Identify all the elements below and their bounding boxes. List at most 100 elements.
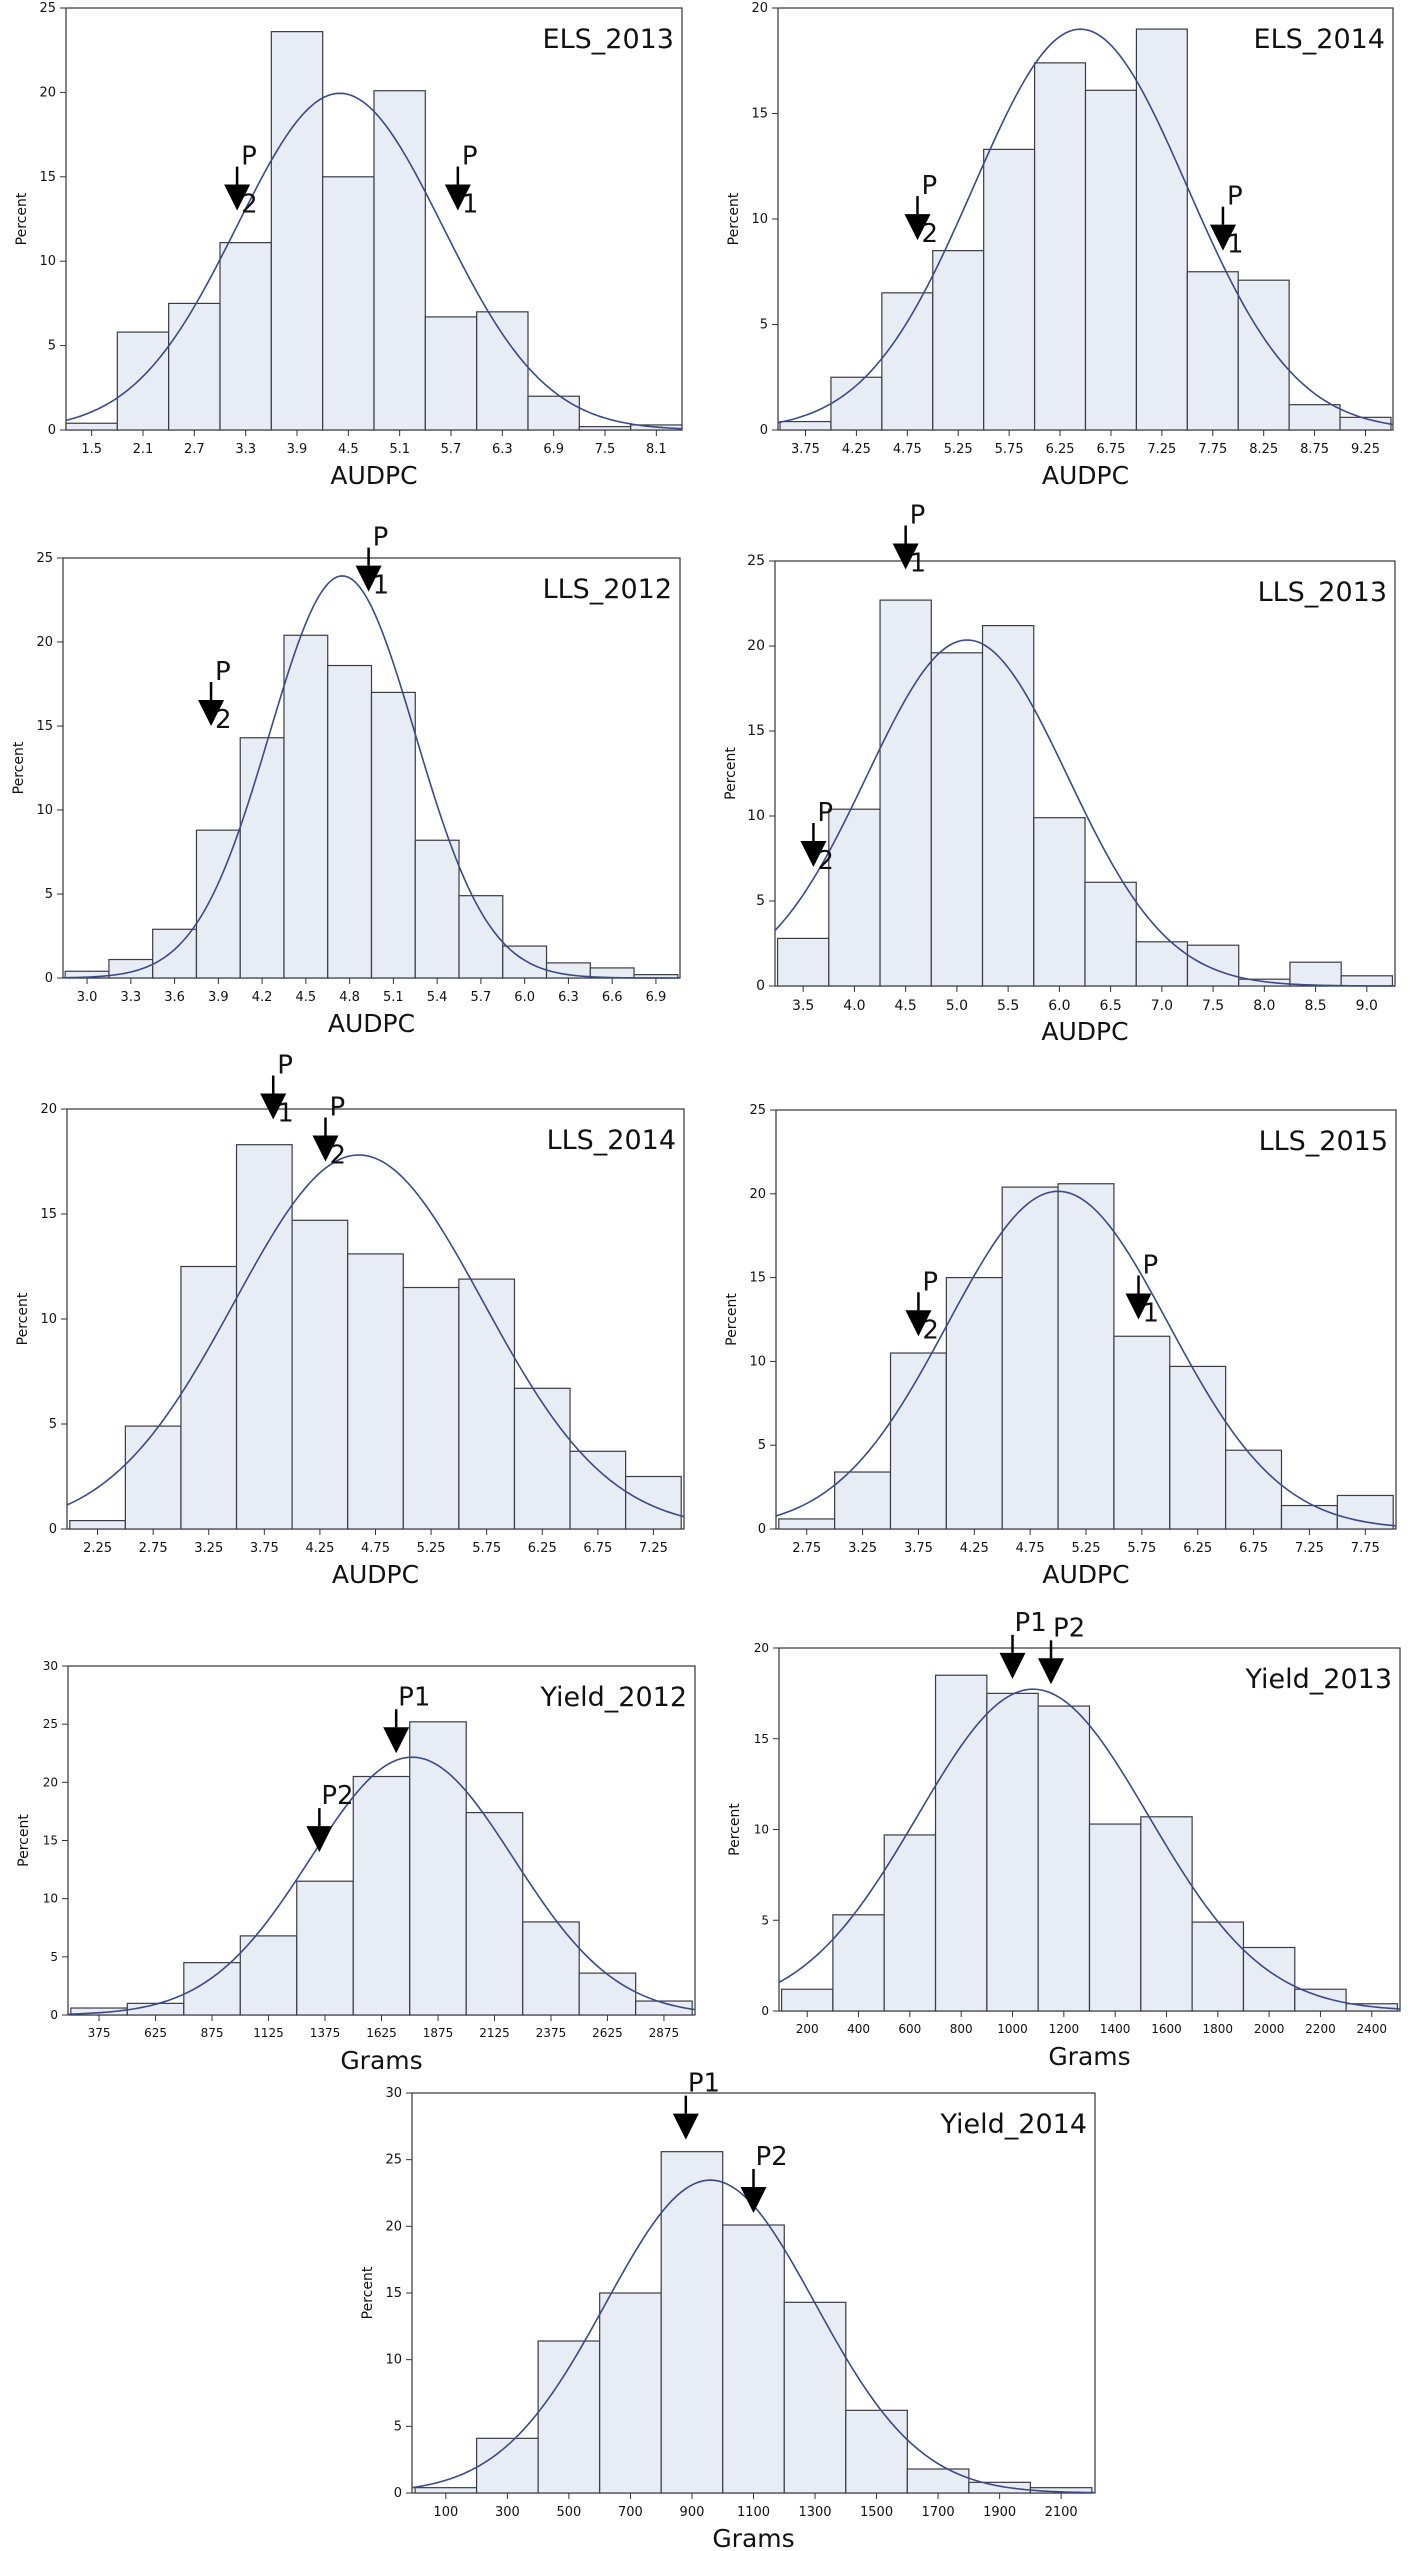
marker-arrow [1125, 1293, 1152, 1320]
x-tick-label: 8.25 [1249, 442, 1278, 457]
histogram-bar [352, 1775, 411, 2016]
y-tick-label: 15 [43, 1834, 58, 1848]
x-tick-label: 1.5 [81, 442, 102, 457]
x-tick-label: 4.5 [895, 998, 917, 1014]
x-tick-label: 1500 [860, 2505, 893, 2520]
x-tick-label: 1800 [1203, 2022, 1234, 2036]
chart-3: 0 5 10 15 20 25 3.0 3.3 3.6 3.9 4.2 4.5 4.8 5.1 5.4 5.7… [11, 523, 681, 1038]
x-tick-label: 3.25 [194, 1541, 223, 1556]
y-tick-label: 15 [747, 723, 765, 739]
marker-arrow [800, 841, 827, 867]
histogram-bar [722, 2224, 785, 2494]
marker-arrow [306, 1826, 333, 1853]
x-tick-label: 8.5 [1304, 998, 1326, 1014]
marker-label: P [1227, 182, 1243, 212]
parent-marker: P2 [306, 1781, 354, 1853]
chart-title: ELS_2014 [1254, 24, 1385, 55]
x-tick-label: 7.25 [1147, 442, 1176, 457]
x-tick-label: 600 [898, 2022, 921, 2036]
histogram-bar [1186, 944, 1240, 987]
y-tick-label: 0 [50, 2008, 58, 2022]
x-tick-label: 500 [556, 2505, 581, 2520]
parent-marker: P1 [999, 1608, 1047, 1679]
y-tick-label: 0 [49, 1522, 57, 1537]
y-axis-label: Percent [727, 1803, 743, 1856]
histogram-bar [1033, 817, 1086, 987]
marker-arrow [444, 184, 471, 211]
marker-label: 1 [1143, 1299, 1160, 1329]
x-tick-label: 8.0 [1253, 998, 1275, 1014]
y-tick-label: 30 [385, 2086, 402, 2101]
histogram-bar [1191, 1921, 1245, 2012]
histogram-bar [1001, 1186, 1059, 1530]
marker-label: P2 [756, 2142, 788, 2172]
parent-marker: P1 [1209, 182, 1244, 260]
chart-7: 0 5 10 15 20 25 30 375 625 875 1125 1375 1625 1875 212… [16, 1659, 696, 2075]
marker-arrow [904, 214, 931, 241]
y-tick-label: 10 [751, 212, 768, 227]
x-tick-label: 2875 [649, 2026, 680, 2040]
normal-curve [774, 639, 1396, 987]
histogram-bar [183, 1962, 241, 2016]
histogram-bar [235, 1144, 293, 1530]
x-tick-label: 5.75 [1127, 1541, 1156, 1556]
y-tick-label: 0 [758, 1522, 766, 1537]
histogram-bar [414, 839, 460, 979]
histogram-bar [296, 1880, 354, 2016]
histogram-bar [327, 664, 373, 979]
y-tick-label: 0 [394, 2486, 402, 2501]
x-tick-label: 6.75 [1239, 1541, 1268, 1556]
histogram-bar [930, 652, 984, 987]
x-tick-label: 900 [680, 2505, 705, 2520]
y-tick-label: 15 [39, 170, 56, 185]
marker-label: P [373, 523, 389, 553]
marker-label: 1 [277, 1099, 294, 1129]
marker-arrow [672, 2113, 699, 2140]
histogram-bar [195, 829, 241, 979]
histogram-bar [1238, 978, 1291, 987]
histogram-bar [465, 1811, 524, 2016]
x-tick-label: 6.25 [1046, 442, 1075, 457]
y-tick-label: 5 [760, 318, 768, 333]
histogram-bar [414, 2487, 478, 2494]
marker-arrow [312, 1135, 339, 1162]
chart-4: 0 5 10 15 20 25 3.5 4.0 4.5 5.0 5.5 6.0 6.5 7.0 7.5 8.0… [723, 501, 1396, 1046]
y-tick-label: 5 [45, 887, 53, 902]
histogram-bar [180, 1265, 238, 1530]
histogram-bar [322, 176, 375, 431]
histogram-bar [1294, 1988, 1347, 2012]
x-tick-label: 5.1 [383, 990, 404, 1005]
histogram-bar [776, 937, 830, 987]
y-tick-label: 20 [751, 1, 768, 16]
x-tick-label: 1625 [366, 2026, 397, 2040]
y-tick-label: 0 [760, 423, 768, 438]
histogram-bar [883, 1834, 937, 2012]
x-tick-label: 1200 [1049, 2022, 1080, 2036]
parent-marker: P1 [892, 501, 927, 579]
x-tick-label: 3.6 [164, 990, 185, 1005]
marker-label: P [215, 657, 231, 687]
y-tick-label: 0 [45, 971, 53, 986]
histogram-bar [1135, 28, 1188, 431]
x-tick-label: 3.5 [792, 998, 814, 1014]
x-axis-label: AUDPC [1041, 1017, 1128, 1046]
histogram-bar [1057, 1183, 1115, 1530]
histogram-bar [424, 316, 478, 431]
histogram-bar [981, 624, 1035, 987]
marker-label: 1 [910, 549, 927, 579]
y-tick-label: 5 [761, 1913, 769, 1927]
x-tick-label: 375 [88, 2026, 111, 2040]
x-tick-label: 5.25 [1072, 1541, 1101, 1556]
y-tick-label: 5 [49, 1417, 57, 1432]
histogram-bar [69, 1519, 126, 1530]
parent-marker: P2 [224, 142, 258, 220]
histogram-bar [239, 737, 285, 979]
histogram-bar [1113, 1335, 1171, 1530]
marker-label: P1 [688, 2069, 720, 2099]
y-tick-label: 20 [36, 635, 53, 650]
chart-title: LLS_2015 [1259, 1126, 1388, 1157]
marker-label: P2 [321, 1781, 353, 1811]
x-tick-label: 4.75 [893, 442, 922, 457]
x-tick-label: 4.8 [339, 990, 360, 1005]
x-tick-label: 6.0 [514, 990, 535, 1005]
